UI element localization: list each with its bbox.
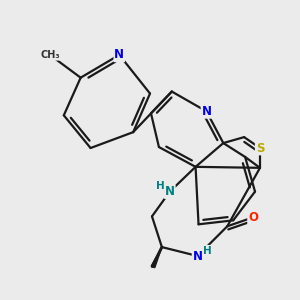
Text: CH₃: CH₃ [40, 50, 60, 60]
Text: N: N [114, 48, 124, 62]
Text: H: H [203, 246, 212, 256]
Text: H: H [156, 181, 165, 191]
Polygon shape [151, 247, 162, 268]
Text: O: O [248, 211, 258, 224]
Text: N: N [165, 185, 175, 198]
Text: N: N [202, 105, 212, 118]
Text: S: S [256, 142, 264, 154]
Text: N: N [193, 250, 202, 262]
